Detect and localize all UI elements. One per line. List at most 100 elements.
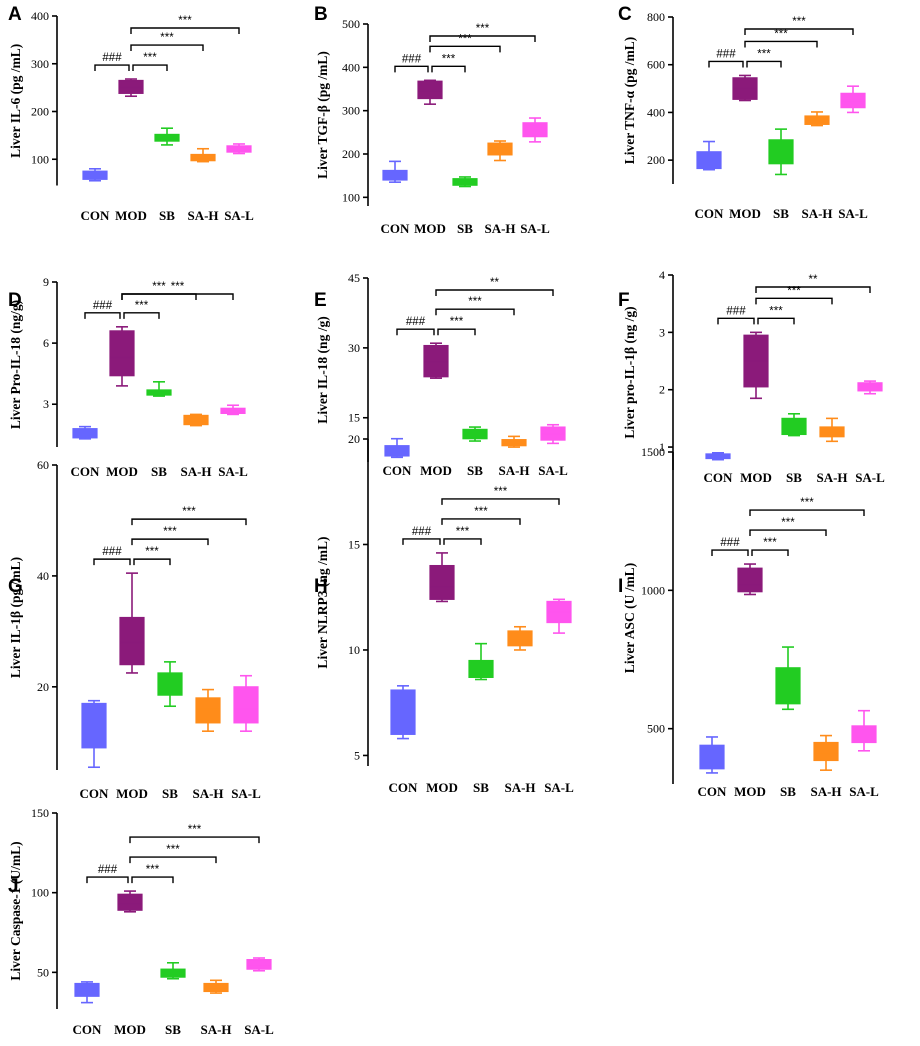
significance-bracket: *** [437, 316, 476, 336]
y-axis-label: Liver NLRP3 (ng /mL) [315, 536, 330, 668]
significance-label: ** [809, 274, 818, 286]
panel-H: H 5 10 15 20 Liver NLRP3 (ng /mL) CON MOD SB SA-H… [314, 432, 574, 795]
category-label: MOD [114, 1022, 146, 1037]
significance-label: *** [757, 48, 771, 60]
y-tick-label: 500 [342, 17, 360, 31]
bracket-line [431, 65, 466, 73]
y-tick-label: 4 [659, 268, 665, 282]
significance-bracket: *** [429, 23, 536, 42]
box-sb [154, 127, 180, 146]
category-label: MOD [734, 784, 766, 799]
bracket-line [394, 65, 429, 73]
significance-label: ### [406, 316, 426, 328]
significance-label: *** [442, 53, 456, 65]
bracket-line [435, 289, 554, 296]
category-label: SA-H [504, 780, 535, 795]
box-sa-l [840, 85, 866, 114]
y-tick-label: 100 [342, 190, 360, 204]
significance-label: *** [160, 32, 174, 44]
box-iqr [203, 982, 229, 993]
y-tick-label: 400 [31, 9, 49, 23]
y-tick-label: 20 [348, 432, 360, 446]
significance-bracket: *** [131, 526, 209, 546]
bracket-line [130, 44, 204, 52]
category-label: CON [73, 1022, 103, 1037]
panel-D: D 3 6 9 Liver Pro-IL-18 (ng/g) CON MOD SB SA-H SA… [8, 275, 248, 479]
category-label: SA-L [855, 470, 885, 485]
box-iqr [775, 667, 801, 705]
category-label: MOD [115, 208, 147, 223]
bracket-line [755, 286, 871, 293]
category-label: SA-L [838, 206, 868, 221]
significance-bracket: *** [435, 296, 515, 316]
box-sb [781, 412, 807, 437]
bracket-line [708, 60, 744, 68]
category-label: SA-H [192, 786, 223, 801]
category-label: SA-H [484, 221, 515, 236]
category-label: SA-L [218, 464, 248, 479]
significance-label: *** [152, 281, 166, 293]
box-con [74, 981, 100, 1004]
bracket-line [130, 27, 240, 34]
category-label: SA-L [231, 786, 261, 801]
box-iqr [813, 741, 839, 762]
bracket-line [749, 529, 827, 537]
significance-bracket: ### [402, 526, 441, 545]
category-label: SA-H [801, 206, 832, 221]
bracket-line [711, 549, 749, 557]
category-label: SA-L [538, 463, 568, 478]
box-con [72, 425, 98, 440]
significance-bracket: *** [443, 526, 482, 545]
y-tick-label: 2 [659, 383, 665, 397]
box-iqr [819, 426, 845, 438]
panel-label: A [8, 4, 22, 25]
significance-label: *** [188, 824, 202, 836]
category-label: SB [165, 1022, 181, 1037]
bracket-line [755, 297, 833, 305]
box-sb [157, 661, 183, 708]
box-mod [429, 552, 455, 603]
box-mod [118, 78, 144, 98]
box-iqr [74, 982, 100, 997]
significance-bracket: *** [130, 32, 204, 52]
y-tick-label: 30 [348, 341, 360, 355]
bracket-line [435, 308, 515, 316]
bracket-line [746, 60, 782, 68]
y-axis-label: Liver IL-18 (ng /g) [315, 316, 330, 423]
significance-label: *** [182, 506, 196, 518]
panel-C: C 200 400 600 800 Liver TNF-α (pg /mL) CON MOD S… [618, 4, 868, 221]
box-iqr [429, 564, 455, 600]
box-mod [732, 74, 758, 102]
box-sa-h [195, 688, 221, 732]
category-label: SB [773, 206, 789, 221]
box-iqr [468, 659, 494, 678]
significance-bracket: *** [755, 285, 833, 305]
box-iqr [390, 689, 416, 735]
y-tick-label: 20 [37, 680, 49, 694]
bracket-line [129, 836, 260, 844]
box-con [81, 699, 107, 769]
panel-label: F [618, 290, 630, 311]
y-axis-label: Liver IL-1β (pg /mL) [8, 557, 23, 678]
significance-label: *** [458, 33, 472, 45]
y-tick-label: 500 [647, 722, 665, 736]
box-mod [109, 326, 135, 387]
box-sa-h [813, 734, 839, 771]
significance-label: *** [476, 23, 490, 35]
significance-label: *** [456, 526, 470, 538]
y-axis-label: Liver Pro-IL-18 (ng/g) [8, 300, 23, 429]
y-axis-label: Liver IL-6 (pg /mL) [8, 44, 23, 158]
box-mod [119, 572, 145, 674]
y-tick-label: 300 [342, 104, 360, 118]
panel-I: I 500 1000 1500 Liver ASC (U /mL) CON MOD SB SA-… [618, 445, 879, 799]
significance-label: ### [402, 53, 422, 65]
box-sb [768, 128, 794, 176]
box-con [382, 160, 408, 183]
significance-label: *** [146, 864, 160, 876]
box-sb [775, 646, 801, 711]
category-label: MOD [116, 786, 148, 801]
significance-label: ### [720, 537, 740, 549]
box-sb [160, 961, 186, 980]
panel-label: J [8, 876, 19, 897]
significance-bracket: *** [744, 16, 854, 35]
